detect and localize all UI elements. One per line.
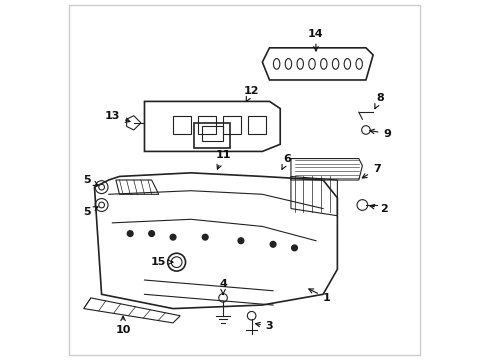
- Bar: [247, 116, 265, 134]
- Text: 9: 9: [369, 129, 390, 139]
- Text: 10: 10: [115, 316, 130, 335]
- Text: 7: 7: [362, 164, 380, 178]
- Bar: [198, 116, 216, 134]
- Circle shape: [127, 231, 133, 237]
- Text: 6: 6: [282, 154, 291, 169]
- Text: 5: 5: [83, 207, 98, 217]
- Text: 8: 8: [374, 93, 384, 109]
- Bar: [223, 116, 241, 134]
- Text: 12: 12: [244, 86, 259, 102]
- Bar: [194, 123, 230, 148]
- Circle shape: [270, 242, 275, 247]
- Bar: [201, 126, 223, 141]
- Circle shape: [291, 245, 297, 251]
- Text: 11: 11: [215, 150, 230, 169]
- Circle shape: [148, 231, 154, 237]
- Circle shape: [238, 238, 244, 244]
- Text: 1: 1: [308, 289, 330, 303]
- Circle shape: [202, 234, 207, 240]
- Text: 2: 2: [369, 203, 387, 213]
- Circle shape: [170, 234, 176, 240]
- Text: 13: 13: [104, 111, 130, 122]
- Bar: [173, 116, 190, 134]
- Text: 3: 3: [255, 321, 273, 332]
- Text: 14: 14: [307, 28, 323, 51]
- Text: 5: 5: [83, 175, 98, 185]
- Text: 4: 4: [219, 279, 226, 294]
- Text: 15: 15: [151, 257, 172, 267]
